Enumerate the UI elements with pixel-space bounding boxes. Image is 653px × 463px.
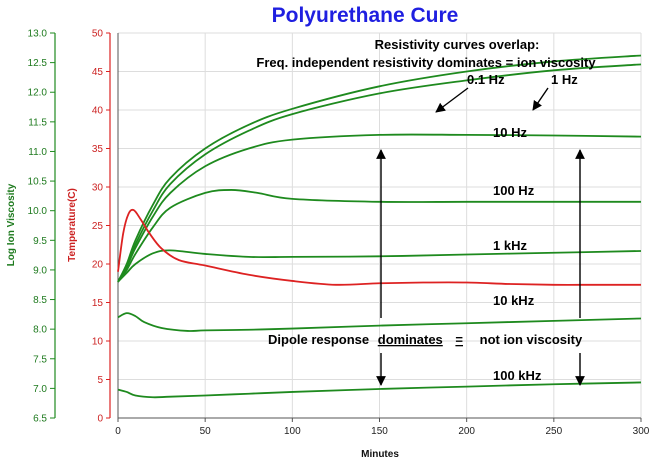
tick-x-5: 250: [545, 426, 562, 437]
tick-temp-2: 10: [92, 337, 104, 348]
tick-temp-5: 25: [92, 221, 104, 232]
tick-left-4: 8.5: [33, 295, 47, 306]
series-1-hz: [117, 63, 642, 283]
tick-left-2: 7.5: [33, 354, 47, 365]
tick-x-4: 200: [458, 426, 475, 437]
tick-left-1: 7.0: [33, 384, 47, 395]
annotation-top-line1: Resistivity curves overlap:: [375, 37, 540, 52]
series-0-1-hz: [117, 54, 642, 283]
label-1khz: 1 kHz: [493, 238, 527, 253]
annotation-bottom-dominates: dominates: [378, 332, 443, 347]
tick-temp-8: 40: [92, 106, 104, 117]
tick-left-0: 6.5: [33, 414, 47, 425]
annotation-bottom-prefix: Dipole response: [268, 332, 369, 347]
arrow-pointer-0-1hz: [435, 87, 469, 113]
ticks: 6.5 7.0 7.5 8.0 8.5 9.0 9.5 10.0 10.5 11.0 11.5 12.…: [28, 29, 650, 438]
tick-left-13: 13.0: [28, 29, 48, 40]
series-100-khz: [117, 381, 642, 399]
tick-temp-9: 45: [92, 67, 104, 78]
tick-x-6: 300: [633, 426, 650, 437]
y-axis-temp-label: Temperature(C): [67, 188, 78, 262]
annotation-bottom-equals: =: [455, 332, 463, 347]
tick-temp-0: 0: [97, 414, 103, 425]
tick-x-0: 0: [115, 426, 121, 437]
label-10hz: 10 Hz: [493, 125, 527, 140]
label-1hz: 1 Hz: [551, 72, 578, 87]
tick-temp-7: 35: [92, 144, 104, 155]
label-0-1hz: 0.1 Hz: [467, 72, 505, 87]
annotation-bottom-suffix: not ion viscosity: [480, 332, 583, 347]
series-1-khz: [117, 249, 642, 283]
tick-temp-1: 5: [97, 375, 103, 386]
tick-left-9: 11.0: [28, 147, 47, 158]
tick-left-11: 12.0: [28, 88, 48, 99]
annotation-bottom: Dipole response dominates = not ion visc…: [268, 332, 583, 347]
y-axis-left-label: Log Ion Viscosity: [6, 183, 17, 266]
arrows: [376, 87, 585, 386]
series-10-khz: [117, 312, 642, 332]
series-10-hz: [117, 133, 642, 283]
tick-left-10: 11.5: [28, 117, 47, 128]
label-100hz: 100 Hz: [493, 183, 535, 198]
label-10khz: 10 kHz: [493, 293, 535, 308]
series-100-hz: [117, 189, 641, 283]
series-group: [117, 54, 642, 399]
x-axis-label: Minutes: [361, 449, 399, 460]
series-temperature: [117, 208, 641, 286]
tick-temp-4: 20: [92, 260, 104, 271]
chart-title: Polyurethane Cure: [272, 4, 459, 27]
tick-left-5: 9.0: [33, 265, 47, 276]
tick-x-1: 50: [200, 426, 212, 437]
tick-left-7: 10.0: [28, 206, 48, 217]
label-100khz: 100 kHz: [493, 368, 542, 383]
tick-temp-6: 30: [92, 183, 104, 194]
tick-x-2: 100: [284, 426, 301, 437]
annotation-top-line2: Freq. independent resistivity dominates …: [256, 55, 596, 70]
tick-left-8: 10.5: [28, 177, 48, 188]
tick-temp-3: 15: [92, 298, 104, 309]
tick-left-3: 8.0: [33, 325, 47, 336]
tick-temp-10: 50: [92, 29, 104, 40]
arrow-pointer-1hz: [532, 87, 549, 111]
tick-x-3: 150: [371, 426, 388, 437]
tick-left-6: 9.5: [33, 236, 47, 247]
tick-left-12: 12.5: [28, 58, 48, 69]
